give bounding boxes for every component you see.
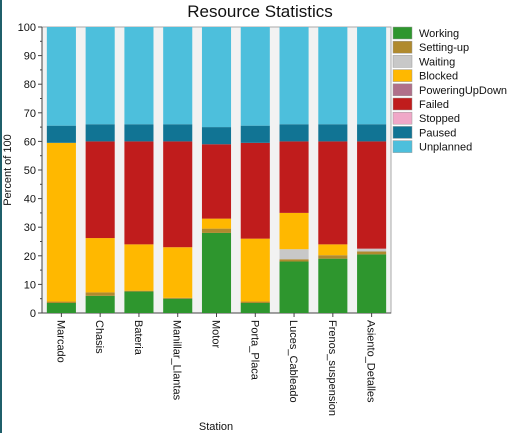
bar-segment <box>46 301 76 303</box>
x-tick-label: Chasis <box>93 320 105 354</box>
x-tick-label: Marcado <box>54 320 66 363</box>
bar-segment <box>46 27 76 126</box>
bar-segment <box>124 27 154 125</box>
bar-segment <box>85 27 115 125</box>
bar-segment <box>357 27 387 125</box>
legend-swatch <box>392 111 413 125</box>
bar-segment <box>163 297 193 299</box>
y-tick-label: 60 <box>24 136 36 148</box>
x-axis-label: Station <box>199 421 233 433</box>
y-tick-label: 40 <box>24 194 36 206</box>
x-tick-label: Motor <box>210 320 222 348</box>
legend-swatch <box>392 40 413 54</box>
y-tick-label: 100 <box>18 22 36 34</box>
legend-swatch <box>392 69 413 82</box>
bar-segment <box>124 124 154 142</box>
bar-segment <box>163 124 193 142</box>
bar-segment <box>240 238 270 302</box>
bar-segment <box>163 141 193 248</box>
bar-segment <box>318 141 348 245</box>
bar-segment <box>85 238 115 293</box>
bar-segment <box>240 27 270 126</box>
legend-label: Paused <box>419 127 456 139</box>
bar-segment <box>279 249 309 260</box>
bar-segment <box>357 141 387 249</box>
x-tick-label: Frenos_suspension <box>326 320 338 416</box>
y-tick-label: 30 <box>24 222 36 234</box>
bar-segment <box>279 259 309 262</box>
legend-label: PoweringUpDown <box>419 85 507 97</box>
bar-segment <box>124 291 154 313</box>
bar-segment <box>85 124 115 142</box>
legend-label: Blocked <box>419 71 458 83</box>
bar-segment <box>85 295 115 313</box>
bar-segment <box>318 124 348 142</box>
bar-segment <box>357 248 387 252</box>
legend-swatch <box>392 97 413 111</box>
x-tick-label: Porta_Placa <box>248 320 260 381</box>
legend-swatch <box>392 126 413 139</box>
bar-segment <box>318 258 348 313</box>
bar-segment <box>240 301 270 303</box>
bar-segment <box>201 228 232 233</box>
bar-segment <box>279 261 309 313</box>
y-tick-label: 0 <box>30 308 36 320</box>
y-tick-label: 50 <box>24 165 36 177</box>
y-tick-label: 70 <box>24 108 36 120</box>
legend-swatch <box>392 26 413 40</box>
y-tick-label: 90 <box>24 51 36 63</box>
bar-segment <box>357 251 387 255</box>
x-tick-label: Bateria <box>132 320 144 356</box>
legend-label: Working <box>419 28 459 40</box>
x-tick-label: Luces_Cableado <box>287 320 299 403</box>
legend-label: Failed <box>419 99 449 111</box>
x-tick-label: Manillar_Llantas <box>171 320 183 401</box>
bar-segment <box>201 144 232 219</box>
y-tick-label: 20 <box>24 251 36 263</box>
bar-segment <box>124 290 154 292</box>
legend-label: Stopped <box>419 113 460 125</box>
legend-swatch <box>392 55 413 68</box>
bar-segment <box>124 141 154 245</box>
bar-segment <box>85 292 115 296</box>
bar-segment <box>46 302 76 313</box>
bar-segment <box>240 302 270 313</box>
bar-segment <box>201 127 232 145</box>
legend-swatch <box>392 83 413 97</box>
y-axis-label: Percent of 100 <box>2 134 14 206</box>
bar-segment <box>318 27 348 125</box>
bar-segment <box>85 141 115 239</box>
bar-segment <box>318 244 348 256</box>
x-tick-label: Asiento_Detalles <box>365 320 377 403</box>
bar-segment <box>279 27 309 125</box>
bar-segment <box>279 141 309 213</box>
bar-segment <box>201 27 232 128</box>
legend-label: Waiting <box>419 56 455 68</box>
bar-segment <box>124 244 154 291</box>
bar-segment <box>201 232 232 313</box>
bar-segment <box>201 218 232 229</box>
bar-segment <box>163 298 193 313</box>
bar-segment <box>357 124 387 142</box>
bar-segment <box>357 254 387 313</box>
bar-segment <box>46 142 76 302</box>
y-tick-label: 80 <box>24 79 36 91</box>
legend-swatch <box>392 140 413 153</box>
legend-label: Setting-up <box>419 42 469 54</box>
y-tick-label: 10 <box>24 279 36 291</box>
chart-title: Resource Statistics <box>187 2 333 21</box>
bar-segment <box>240 125 270 143</box>
legend-label: Unplanned <box>419 142 472 154</box>
bar-segment <box>163 27 193 125</box>
bar-segment <box>279 212 309 250</box>
bar-segment <box>279 124 309 142</box>
bar-segment <box>318 255 348 259</box>
bar-segment <box>240 142 270 239</box>
bar-segment <box>163 247 193 298</box>
bar-segment <box>46 125 76 143</box>
